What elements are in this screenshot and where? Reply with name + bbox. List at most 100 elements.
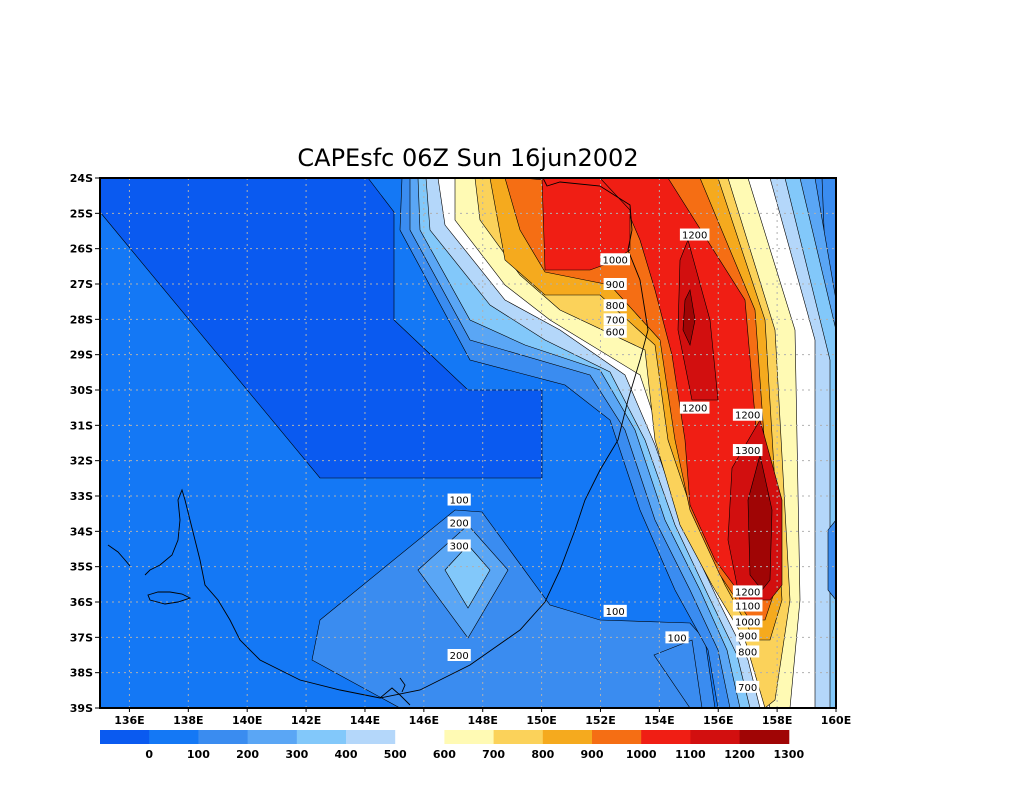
colorbar: 0 100 200 300 400 500 600 700 800 900 1000 1100 1200… bbox=[100, 730, 804, 761]
x-tick-label: 136E bbox=[114, 714, 144, 727]
colorbar-label: 1100 bbox=[675, 748, 706, 761]
grid-lines bbox=[100, 178, 836, 708]
contour-label: 600 bbox=[603, 325, 627, 339]
contour-label-bg bbox=[603, 313, 627, 326]
y-tick-label: 39S bbox=[70, 702, 93, 715]
contour-label-text: 700 bbox=[738, 683, 757, 694]
colorbar-swatch bbox=[641, 730, 691, 744]
contour-label-text: 600 bbox=[606, 328, 625, 339]
y-tick-label: 33S bbox=[70, 490, 93, 503]
coastline bbox=[107, 178, 649, 706]
contour-label-bg bbox=[732, 599, 763, 612]
contour-label: 200 bbox=[447, 516, 471, 530]
contour-label-text: 200 bbox=[450, 651, 469, 662]
contour-label-bg bbox=[732, 444, 763, 457]
contour-fills bbox=[100, 178, 836, 708]
contour-label: 700 bbox=[603, 313, 627, 326]
colorbar-label: 800 bbox=[531, 748, 554, 761]
colorbar-label: 100 bbox=[187, 748, 210, 761]
contour-label-bg bbox=[736, 629, 760, 642]
contour-label-text: 900 bbox=[606, 280, 625, 291]
coast-segment-3 bbox=[379, 687, 411, 706]
contour-label-text: 1200 bbox=[735, 411, 760, 422]
contour-band-5 bbox=[653, 639, 703, 708]
contour-label: 100 bbox=[665, 631, 689, 644]
chart-title: CAPEsfc 06Z Sun 16jun2002 bbox=[297, 144, 638, 172]
contour-label: 800 bbox=[736, 645, 760, 658]
colorbar-label: 1000 bbox=[626, 748, 657, 761]
colorbar-swatch bbox=[296, 730, 347, 744]
contour-label-bg bbox=[600, 253, 630, 266]
contour-label: 1000 bbox=[732, 615, 763, 628]
contour-label-bg bbox=[603, 278, 627, 290]
contour-label: 300 bbox=[447, 539, 471, 552]
y-tick-labels: 24S 25S 26S 27S 28S 29S 30S 31S 32S 33S 34S 35S 36S 3… bbox=[70, 172, 100, 715]
colorbar-swatch bbox=[395, 730, 445, 744]
contour-label-text: 300 bbox=[450, 541, 469, 552]
contour-label-bg bbox=[603, 325, 627, 338]
contour-label-bg bbox=[603, 604, 627, 617]
colorbar-label: 900 bbox=[581, 748, 604, 761]
x-tick-label: 156E bbox=[703, 714, 733, 727]
colorbar-label: 400 bbox=[335, 748, 358, 761]
contour-label: 900 bbox=[736, 629, 760, 643]
colorbar-swatch bbox=[346, 730, 396, 744]
contour-label: 1100 bbox=[732, 599, 763, 613]
contour-label-bg bbox=[447, 516, 471, 529]
colorbar-label: 200 bbox=[236, 748, 259, 761]
contour-label-text: 700 bbox=[606, 315, 625, 326]
contour-label-bg bbox=[732, 408, 763, 421]
contour-label: 200 bbox=[447, 649, 471, 662]
contour-label-text: 100 bbox=[450, 496, 469, 507]
contour-label: 1200 bbox=[732, 585, 763, 598]
contour-label: 1200 bbox=[679, 228, 710, 242]
colorbar-swatch bbox=[690, 730, 741, 744]
y-tick-label: 37S bbox=[70, 631, 93, 644]
contour-label: 100 bbox=[603, 604, 627, 618]
y-tick-label: 24S bbox=[70, 172, 93, 185]
contour-label-text: 1200 bbox=[682, 404, 707, 415]
colorbar-label: 1300 bbox=[773, 748, 804, 761]
contour-band-1 bbox=[100, 178, 543, 479]
contour-labels: 1200 1000 900 800 700 600 1200 1200 1300 100 200 30… bbox=[447, 228, 763, 694]
contour-label: 100 bbox=[447, 493, 471, 507]
x-tick-label: 160E bbox=[821, 714, 851, 727]
colorbar-label: 0 bbox=[145, 748, 153, 761]
y-tick-label: 34S bbox=[70, 525, 93, 538]
contour-label-bg bbox=[447, 493, 471, 506]
colorbar-swatch bbox=[542, 730, 593, 744]
x-tick-label: 152E bbox=[585, 714, 615, 727]
contour-label-text: 800 bbox=[606, 301, 625, 312]
contour-label-text: 1300 bbox=[735, 446, 760, 457]
y-tick-label: 27S bbox=[70, 278, 93, 291]
contour-label: 700 bbox=[736, 680, 760, 694]
x-tick-label: 140E bbox=[232, 714, 262, 727]
x-tick-label: 146E bbox=[409, 714, 439, 727]
y-tick-label: 25S bbox=[70, 207, 93, 220]
x-tick-label: 148E bbox=[467, 714, 497, 727]
contour-label-bg bbox=[447, 539, 471, 552]
x-tick-label: 144E bbox=[350, 714, 380, 727]
contour-label-bg bbox=[603, 299, 627, 312]
contour-label-bg bbox=[665, 631, 689, 644]
y-tick-label: 32S bbox=[70, 455, 93, 468]
contour-band-2 bbox=[311, 509, 716, 708]
colorbar-swatch bbox=[247, 730, 298, 744]
contour-label: 800 bbox=[603, 299, 627, 312]
x-tick-label: 150E bbox=[526, 714, 556, 727]
y-tick-label: 26S bbox=[70, 243, 93, 256]
colorbar-swatch bbox=[198, 730, 249, 744]
y-tick-label: 38S bbox=[70, 667, 93, 680]
colorbar-swatch bbox=[493, 730, 544, 744]
contour-label-text: 800 bbox=[738, 647, 757, 658]
contour-label: 1200 bbox=[679, 401, 710, 415]
y-tick-label: 30S bbox=[70, 384, 93, 397]
y-tick-label: 35S bbox=[70, 561, 93, 574]
coast-segment-2 bbox=[147, 591, 192, 605]
contour-label-bg bbox=[736, 680, 760, 693]
x-tick-labels: 136E 138E 140E 142E 144E 146E 148E 150E 152E 154E… bbox=[114, 708, 851, 727]
plot-frame bbox=[99, 177, 837, 709]
colorbar-label: 600 bbox=[433, 748, 456, 761]
colorbar-swatch bbox=[739, 730, 790, 744]
